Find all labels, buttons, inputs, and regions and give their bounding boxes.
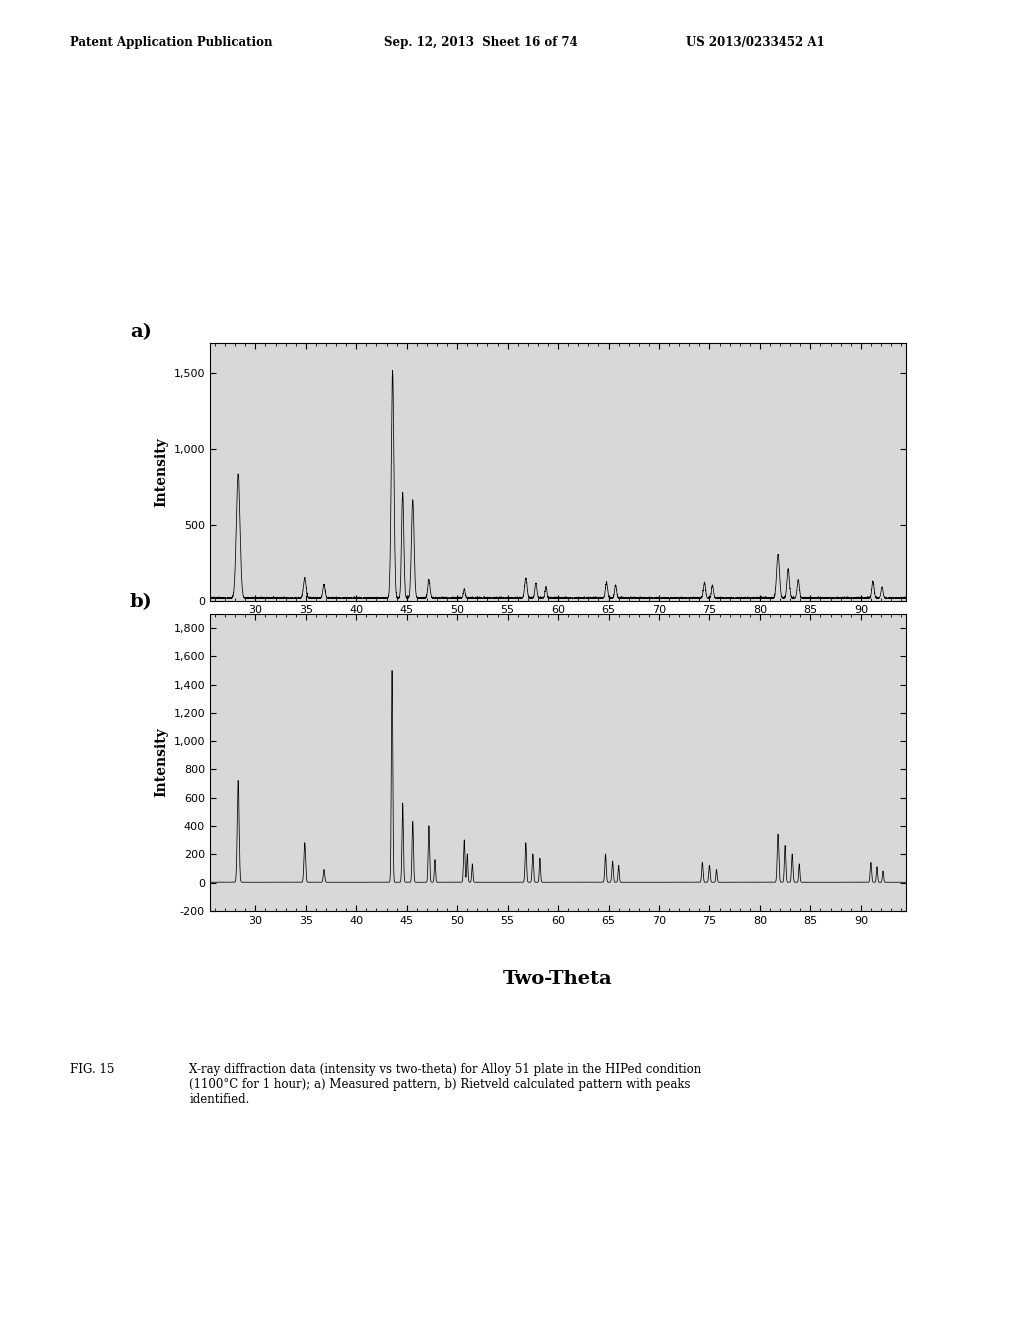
- Y-axis label: Intensity: Intensity: [154, 727, 168, 797]
- Text: Patent Application Publication: Patent Application Publication: [70, 36, 272, 49]
- Text: X-ray diffraction data (intensity vs two-theta) for Alloy 51 plate in the HIPed : X-ray diffraction data (intensity vs two…: [189, 1063, 701, 1106]
- Text: a): a): [130, 322, 152, 341]
- Text: FIG. 15: FIG. 15: [70, 1063, 114, 1076]
- Text: Two-Theta: Two-Theta: [503, 970, 613, 989]
- Text: Sep. 12, 2013  Sheet 16 of 74: Sep. 12, 2013 Sheet 16 of 74: [384, 36, 578, 49]
- Text: b): b): [130, 593, 153, 611]
- Text: US 2013/0233452 A1: US 2013/0233452 A1: [686, 36, 824, 49]
- Y-axis label: Intensity: Intensity: [154, 437, 168, 507]
